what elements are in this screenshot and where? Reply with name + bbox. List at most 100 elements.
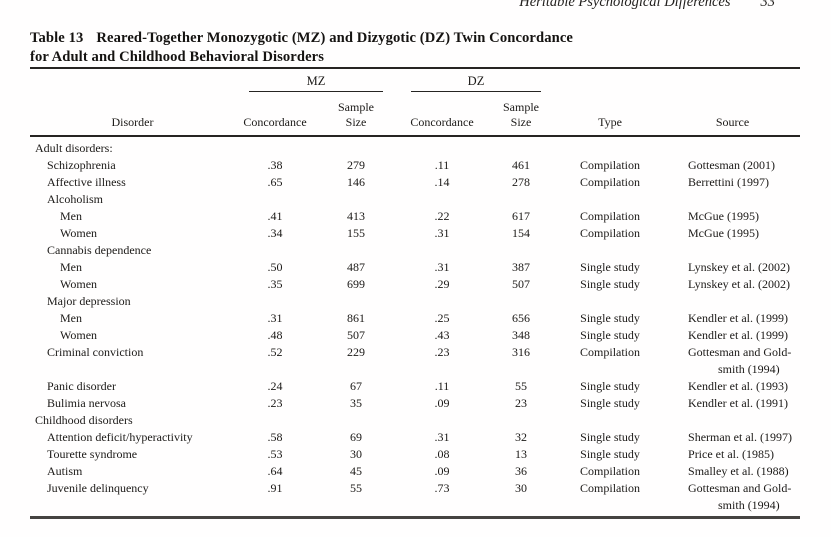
source-line: McGue (1995) <box>688 226 759 240</box>
dz-concordance-cell: .25 <box>434 311 450 325</box>
dz-concordance-cell <box>397 293 487 310</box>
source-cell: Sherman et al. (1997) <box>665 429 800 446</box>
dz-spanner: DZ <box>397 68 555 94</box>
header-type: Type <box>598 115 622 129</box>
dz-concordance-cell: .11 <box>434 158 450 172</box>
source-cell <box>665 242 800 259</box>
mz-sample-size-cell <box>315 136 397 157</box>
mz-sample-size-cell: 35 <box>350 396 362 410</box>
disorder-cell: Women <box>60 328 98 342</box>
disorder-cell: Bulimia nervosa <box>47 396 126 410</box>
source-cell: Gottesman and Gold-smith (1994) <box>665 344 800 378</box>
type-cell: Compilation <box>580 158 641 172</box>
header-dz-sample-size: Sample Size <box>487 94 555 136</box>
dz-sample-size-cell: 36 <box>515 464 527 478</box>
source-cell <box>665 293 800 310</box>
mz-sample-size-cell: 861 <box>347 311 365 325</box>
disorder-cell: Childhood disorders <box>35 413 133 427</box>
mz-concordance-cell <box>235 136 315 157</box>
disorder-cell: Men <box>60 260 82 274</box>
source-cell: Kendler et al. (1999) <box>665 310 800 327</box>
source-cell: Lynskey et al. (2002) <box>665 259 800 276</box>
source-cell: Price et al. (1985) <box>665 446 800 463</box>
source-line: Kendler et al. (1993) <box>688 379 788 393</box>
table-row: Women .35 699 .29 507 Single study Lynskey et … <box>30 276 800 293</box>
dz-sample-size-cell: 23 <box>515 396 527 410</box>
source-cell <box>665 191 800 208</box>
mz-concordance-cell: .52 <box>267 345 283 359</box>
sample-size-line2: Size <box>345 115 367 129</box>
type-cell: Compilation <box>580 464 641 478</box>
source-line: Gottesman (2001) <box>688 158 775 172</box>
mz-sample-size-cell: 30 <box>350 447 362 461</box>
source-line: Sherman et al. (1997) <box>688 430 792 444</box>
mz-sample-size-cell: 487 <box>347 260 365 274</box>
source-line: Price et al. (1985) <box>688 447 774 461</box>
type-cell: Single study <box>580 260 640 274</box>
dz-sample-size-cell: 348 <box>512 328 530 342</box>
source-cell: Gottesman (2001) <box>665 157 800 174</box>
source-line: smith (1994) <box>718 362 780 376</box>
dz-concordance-cell: .29 <box>434 277 450 291</box>
source-cell: McGue (1995) <box>665 208 800 225</box>
mz-concordance-cell <box>235 191 315 208</box>
section-row: Alcoholism <box>30 191 800 208</box>
dz-sample-size-cell <box>487 242 555 259</box>
dz-concordance-cell: .22 <box>434 209 450 223</box>
dz-concordance-cell: .73 <box>434 481 450 495</box>
dz-sample-size-cell: 32 <box>515 430 527 444</box>
dz-sample-size-cell: 13 <box>515 447 527 461</box>
mz-concordance-cell <box>235 412 315 429</box>
type-cell: Compilation <box>580 226 641 240</box>
disorder-cell: Major depression <box>47 294 131 308</box>
header-disorder: Disorder <box>111 115 154 129</box>
mz-sample-size-cell: 279 <box>347 158 365 172</box>
sample-size-line1: Sample <box>503 100 539 114</box>
dz-sample-size-cell: 316 <box>512 345 530 359</box>
source-cell: Gottesman and Gold-smith (1994) <box>665 480 800 518</box>
mz-concordance-cell <box>235 242 315 259</box>
header-dz-concordance: Concordance <box>410 115 474 129</box>
dz-sample-size-cell: 30 <box>515 481 527 495</box>
mz-concordance-cell: .64 <box>267 464 283 478</box>
spanner-row: Disorder MZ DZ Type Source <box>30 68 800 129</box>
table-caption: Table 13 Reared-Together Monozygotic (MZ)… <box>30 29 650 67</box>
type-cell: Single study <box>580 379 640 393</box>
table-header: Disorder MZ DZ Type Source Concordance S… <box>30 68 801 136</box>
source-cell <box>665 136 800 157</box>
header-mz-sample-size: Sample Size <box>315 94 397 136</box>
disorder-cell: Women <box>60 277 98 291</box>
mz-sample-size-cell: 69 <box>350 430 362 444</box>
mz-concordance-cell: .23 <box>267 396 283 410</box>
table-caption-line2: for Adult and Childhood Behavioral Disor… <box>30 49 325 65</box>
dz-concordance-cell: .23 <box>434 345 450 359</box>
type-cell <box>555 191 665 208</box>
source-cell: Lynskey et al. (2002) <box>665 276 800 293</box>
type-cell: Compilation <box>580 209 641 223</box>
type-cell: Compilation <box>580 175 641 189</box>
source-line: smith (1994) <box>718 498 780 512</box>
dz-sample-size-cell <box>487 136 555 157</box>
source-cell: Smalley et al. (1988) <box>665 463 800 480</box>
table-caption-line1: Table 13 Reared-Together Monozygotic (MZ)… <box>30 29 650 48</box>
mz-sample-size-cell: 155 <box>347 226 365 240</box>
sample-size-line2: Size <box>510 115 532 129</box>
dz-concordance-cell <box>397 136 487 157</box>
mz-concordance-cell: .41 <box>267 209 283 223</box>
dz-sample-size-cell: 278 <box>512 175 530 189</box>
dz-concordance-cell <box>397 412 487 429</box>
table-row: Juvenile delinquency .91 55 .73 30 Compilatio… <box>30 480 800 518</box>
table-row: Attention deficit/hyperactivity .58 69 .31 3… <box>30 429 800 446</box>
dz-sample-size-cell: 55 <box>515 379 527 393</box>
dz-concordance-cell: .08 <box>434 447 450 461</box>
source-line: Lynskey et al. (2002) <box>688 277 790 291</box>
section-row: Major depression <box>30 293 800 310</box>
disorder-cell: Men <box>60 311 82 325</box>
mz-sample-size-cell <box>315 293 397 310</box>
type-cell: Single study <box>580 430 640 444</box>
mz-sample-size-cell <box>315 242 397 259</box>
table-row: Bulimia nervosa .23 35 .09 23 Single study Ken… <box>30 395 800 412</box>
type-cell: Single study <box>580 311 640 325</box>
type-cell: Single study <box>580 447 640 461</box>
dz-spanner-label: DZ <box>411 74 542 92</box>
